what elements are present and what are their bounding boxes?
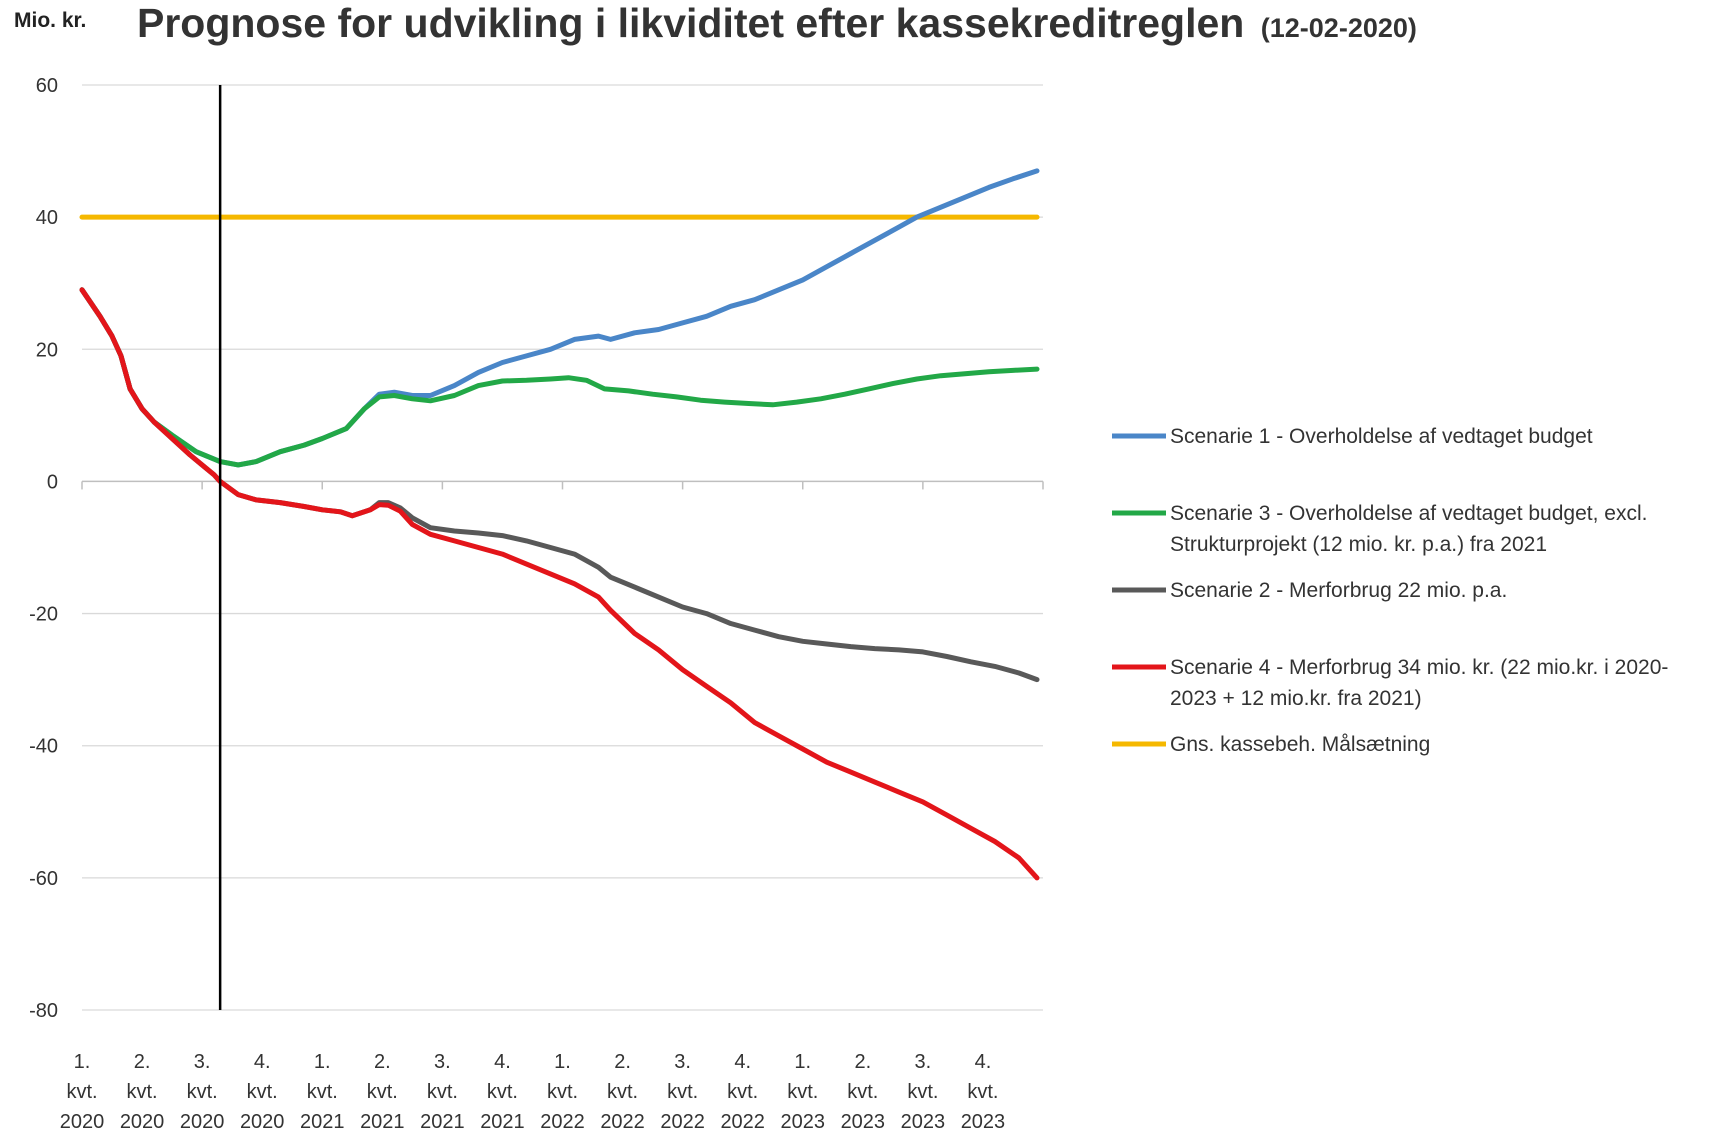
x-tick-label-line: 2020 xyxy=(120,1111,165,1130)
y-tick-label: -80 xyxy=(29,1000,58,1022)
x-tick-label-line: 2022 xyxy=(540,1111,585,1130)
x-tick-label: 4. kvt. 2022 xyxy=(720,1051,765,1130)
x-tick-label-line: 2. xyxy=(854,1051,871,1073)
x-tick-label: 3. kvt. 2022 xyxy=(660,1051,705,1130)
x-tick-label-line: kvt. xyxy=(967,1081,998,1103)
x-tick-label: 4. kvt. 2021 xyxy=(480,1051,525,1130)
x-tick-label: 1. kvt. 2020 xyxy=(60,1051,105,1130)
x-tick-label-line: 3. xyxy=(915,1051,932,1073)
y-unit-label: Mio. kr. xyxy=(14,9,86,32)
y-tick-label: -20 xyxy=(29,604,58,626)
x-tick-label-line: 2020 xyxy=(180,1111,225,1130)
x-tick-label-line: 4. xyxy=(975,1051,992,1073)
x-tick-label-line: kvt. xyxy=(247,1081,278,1103)
x-tick-label: 3. kvt. 2020 xyxy=(180,1051,225,1130)
x-tick-label: 1. kvt. 2023 xyxy=(781,1051,826,1130)
x-tick-label-line: 4. xyxy=(254,1051,271,1073)
x-tick-label-line: 2023 xyxy=(781,1111,826,1130)
x-tick-label-line: kvt. xyxy=(187,1081,218,1103)
x-tick-label-line: 2021 xyxy=(360,1111,405,1130)
x-tick-label-line: kvt. xyxy=(127,1081,158,1103)
x-tick-label-line: 2023 xyxy=(901,1111,946,1130)
x-tick-label-line: kvt. xyxy=(787,1081,818,1103)
chart-subtitle: (12-02-2020) xyxy=(1261,13,1417,43)
legend-label: Scenarie 4 - Merforbrug 34 mio. kr. (22 … xyxy=(1170,656,1668,710)
legend-label: Scenarie 3 - Overholdelse af vedtaget bu… xyxy=(1170,502,1647,556)
x-tick-label: 1. kvt. 2022 xyxy=(540,1051,585,1130)
x-tick-label: 1. kvt. 2021 xyxy=(300,1051,345,1130)
x-tick-label-line: 3. xyxy=(194,1051,211,1073)
x-tick-label-line: 1. xyxy=(794,1051,811,1073)
x-tick-label-line: kvt. xyxy=(427,1081,458,1103)
x-tick-label-line: kvt. xyxy=(847,1081,878,1103)
y-tick-label: 40 xyxy=(36,207,58,229)
x-tick-label-line: 1. xyxy=(314,1051,331,1073)
x-tick-label-line: 2. xyxy=(374,1051,391,1073)
x-tick-label-line: 2022 xyxy=(600,1111,645,1130)
x-tick-label-line: kvt. xyxy=(66,1081,97,1103)
x-tick-label-line: 2023 xyxy=(841,1111,886,1130)
x-tick-label: 2. kvt. 2021 xyxy=(360,1051,405,1130)
x-tick-label-line: kvt. xyxy=(307,1081,338,1103)
x-tick-label: 2. kvt. 2023 xyxy=(841,1051,886,1130)
x-tick-label: 4. kvt. 2020 xyxy=(240,1051,285,1130)
x-tick-label: 3. kvt. 2021 xyxy=(420,1051,465,1130)
x-tick-label-line: 2021 xyxy=(420,1111,465,1130)
legend-label: Gns. kassebeh. Målsætning xyxy=(1170,733,1430,756)
legend-label: Scenarie 2 - Merforbrug 22 mio. p.a. xyxy=(1170,579,1507,602)
y-axis-ticks: 60 40 20 0 -20 -40 -60 -80 xyxy=(29,75,58,1022)
x-tick-label-line: 2022 xyxy=(660,1111,705,1130)
legend: Scenarie 1 - Overholdelse af vedtaget bu… xyxy=(1112,425,1668,756)
series-line-4 xyxy=(79,287,1040,881)
x-tick-label: 4. kvt. 2023 xyxy=(961,1051,1006,1130)
x-tick-label-line: 1. xyxy=(74,1051,91,1073)
x-tick-label-line: kvt. xyxy=(727,1081,758,1103)
series-layer xyxy=(79,168,1040,881)
x-tick-label-line: kvt. xyxy=(547,1081,578,1103)
y-tick-label: 0 xyxy=(47,471,58,493)
x-tick-label: 2. kvt. 2020 xyxy=(120,1051,165,1130)
y-tick-label: -40 xyxy=(29,736,58,758)
legend-label: Scenarie 1 - Overholdelse af vedtaget bu… xyxy=(1170,425,1593,448)
y-tick-label: -60 xyxy=(29,868,58,890)
x-tick-label-line: 2022 xyxy=(720,1111,765,1130)
series-line-2 xyxy=(79,287,1040,468)
x-tick-label-line: 2020 xyxy=(240,1111,285,1130)
x-tick-label-line: kvt. xyxy=(367,1081,398,1103)
x-tick-label-line: 3. xyxy=(434,1051,451,1073)
y-tick-label: 20 xyxy=(36,339,58,361)
x-tick-label-line: 1. xyxy=(554,1051,571,1073)
y-tick-label: 60 xyxy=(36,75,58,97)
x-tick-label-line: kvt. xyxy=(907,1081,938,1103)
x-tick-label-line: 4. xyxy=(494,1051,511,1073)
x-tick-label-line: 2021 xyxy=(300,1111,345,1130)
x-tick-label-line: kvt. xyxy=(667,1081,698,1103)
x-tick-label-line: kvt. xyxy=(607,1081,638,1103)
chart-title: Prognose for udvikling i likviditet efte… xyxy=(137,0,1417,46)
x-tick-label: 3. kvt. 2023 xyxy=(901,1051,946,1130)
x-tick-label-line: 2020 xyxy=(60,1111,105,1130)
chart-title-main: Prognose for udvikling i likviditet efte… xyxy=(137,0,1244,46)
x-tick-label-line: kvt. xyxy=(487,1081,518,1103)
x-tick-label-line: 2. xyxy=(614,1051,631,1073)
x-tick-label-line: 4. xyxy=(734,1051,751,1073)
x-axis-ticks: 1. kvt. 2020 2. kvt. 2020 3. kvt. 2020 4. kvt. 2020… xyxy=(60,1051,1005,1130)
x-tick-label-line: 2. xyxy=(134,1051,151,1073)
x-tick-label-line: 3. xyxy=(674,1051,691,1073)
x-tick-label-line: 2023 xyxy=(961,1111,1006,1130)
grid-layer xyxy=(81,84,1044,1011)
x-tick-label-line: 2021 xyxy=(480,1111,525,1130)
x-tick-label: 2. kvt. 2022 xyxy=(600,1051,645,1130)
